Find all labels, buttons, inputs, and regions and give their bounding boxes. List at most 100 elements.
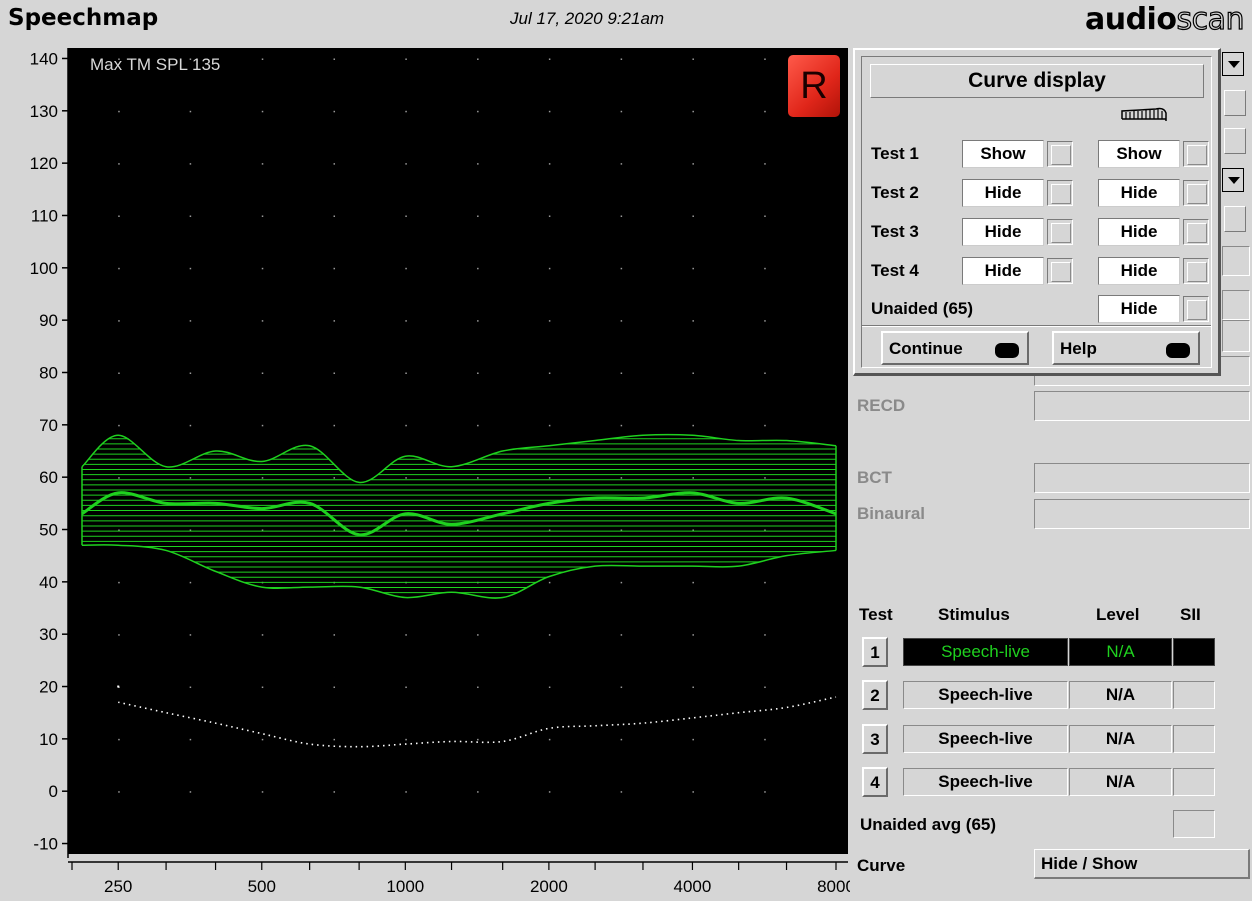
test-1-left-toggle[interactable]	[1047, 141, 1073, 167]
y-tick-label: 50	[39, 521, 58, 540]
grid-dot	[477, 791, 479, 793]
speech-lower-line	[81, 544, 837, 599]
grid-dot	[477, 215, 479, 217]
grid-dot	[620, 581, 623, 584]
grid-dot	[764, 372, 766, 374]
dialog-separator	[862, 325, 1211, 327]
grid	[118, 58, 766, 793]
grid-dot	[261, 477, 264, 479]
grid-dot	[764, 529, 766, 532]
grid-dot	[692, 738, 694, 741]
grid-dot	[620, 163, 623, 165]
grid-dot	[764, 267, 766, 270]
test-3-right-value[interactable]: Hide	[1098, 218, 1180, 246]
help-button[interactable]: Help	[1052, 331, 1200, 365]
brand-logo: audioscan	[1084, 1, 1245, 37]
panel-field-3[interactable]	[1222, 320, 1250, 352]
test-4-left-toggle[interactable]	[1047, 258, 1073, 284]
test-2-right-toggle[interactable]	[1183, 180, 1209, 206]
grid-dot	[548, 738, 551, 741]
test-1-right-toggle[interactable]	[1183, 141, 1209, 167]
recd-field[interactable]	[1034, 391, 1250, 421]
continue-button[interactable]: Continue	[881, 331, 1029, 365]
dropdown-2[interactable]	[1222, 168, 1244, 192]
grid-dot	[189, 686, 192, 689]
grid-dot	[261, 267, 264, 270]
grid-dot	[189, 372, 192, 374]
test-4-button[interactable]: 4	[862, 767, 888, 797]
grid-dot	[548, 791, 551, 793]
grid-dot	[477, 58, 479, 60]
panel-button-2[interactable]	[1224, 128, 1246, 154]
grid-dot	[764, 686, 766, 689]
test-4-right-toggle[interactable]	[1183, 258, 1209, 284]
test-2-left-value[interactable]: Hide	[962, 179, 1044, 207]
grid-dot	[118, 477, 120, 479]
grid-dot	[189, 320, 192, 322]
dropdown-1[interactable]	[1222, 52, 1244, 76]
hide-show-button[interactable]: Hide / Show	[1034, 849, 1250, 879]
grid-dot	[764, 634, 766, 636]
test-1-sii	[1173, 638, 1215, 666]
grid-dot	[764, 424, 766, 427]
grid-dot	[764, 320, 766, 322]
grid-dot	[692, 791, 694, 793]
grid-dot	[405, 58, 407, 60]
grid-dot	[548, 163, 551, 165]
grid-dot	[118, 791, 120, 793]
test-3-left-toggle[interactable]	[1047, 219, 1073, 245]
test-2-right-value[interactable]: Hide	[1098, 179, 1180, 207]
test-3-label: Test 3	[871, 222, 919, 241]
panel-button-1[interactable]	[1224, 90, 1246, 116]
grid-dot	[189, 634, 192, 636]
y-tick-label: 0	[49, 782, 58, 801]
unaided-avg-label: Unaided avg (65)	[860, 815, 997, 834]
binaural-field[interactable]	[1034, 499, 1250, 529]
grid-dot	[548, 581, 551, 584]
test-4-left-value[interactable]: Hide	[962, 257, 1044, 285]
grid-dot	[692, 267, 694, 270]
grid-dot	[620, 215, 623, 217]
test-4-stimulus: Speech-live	[903, 768, 1068, 796]
test-2-sii	[1173, 681, 1215, 709]
test-3-sii	[1173, 725, 1215, 753]
grid-dot	[261, 320, 264, 322]
grid-dot	[189, 163, 192, 165]
grid-dot	[189, 529, 192, 532]
panel-field-1[interactable]	[1222, 246, 1250, 276]
grid-dot	[620, 477, 623, 479]
y-tick-label: 130	[30, 102, 58, 121]
grid-dot	[405, 320, 407, 322]
grid-dot	[620, 424, 623, 427]
grid-dot	[261, 424, 264, 427]
unaided-value[interactable]: Hide	[1098, 295, 1180, 323]
bct-field[interactable]	[1034, 463, 1250, 493]
grid-dot	[548, 58, 551, 60]
test-3-button[interactable]: 3	[862, 724, 888, 754]
test-1-left-value[interactable]: Show	[962, 140, 1044, 168]
grid-dot	[405, 110, 407, 113]
panel-button-3[interactable]	[1224, 206, 1246, 232]
test-3-right-toggle[interactable]	[1183, 219, 1209, 245]
test-3-left-value[interactable]: Hide	[962, 218, 1044, 246]
test-4-right-value[interactable]: Hide	[1098, 257, 1180, 285]
test-1-right-value[interactable]: Show	[1098, 140, 1180, 168]
speech-upper-line	[81, 433, 837, 484]
test-2-stimulus: Speech-live	[903, 681, 1068, 709]
test-2-button[interactable]: 2	[862, 680, 888, 710]
test-1-button[interactable]: 1	[862, 637, 888, 667]
grid-dot	[118, 372, 120, 374]
brand-bold: audio	[1084, 2, 1177, 37]
unaided-toggle[interactable]	[1183, 296, 1209, 322]
speech-average-line	[81, 491, 837, 537]
grid-dot	[405, 372, 407, 374]
test-2-left-toggle[interactable]	[1047, 180, 1073, 206]
plot-area	[68, 48, 848, 854]
grid-dot	[333, 267, 336, 270]
x-tick-label: 250	[104, 877, 132, 896]
panel-field-2[interactable]	[1222, 290, 1250, 320]
grid-dot	[261, 634, 264, 636]
grid-dot	[764, 581, 766, 584]
grid-dot	[189, 477, 192, 479]
grid-dot	[333, 215, 336, 217]
